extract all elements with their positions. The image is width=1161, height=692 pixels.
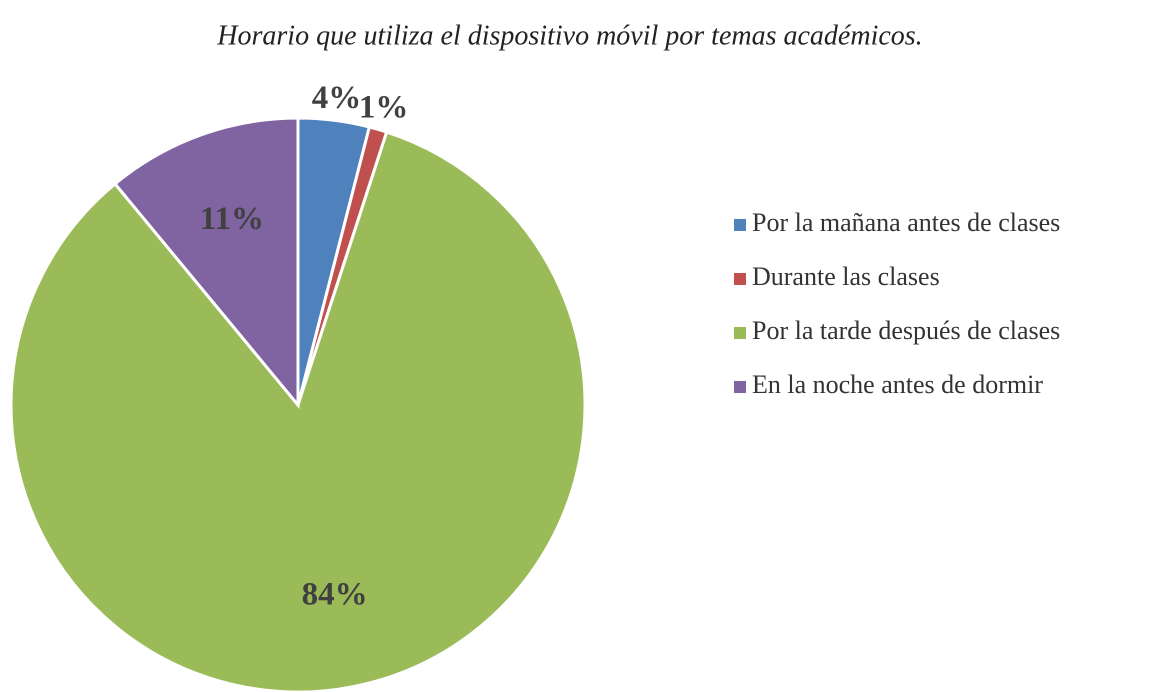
legend-swatch [734,273,746,285]
legend-swatch [734,219,746,231]
legend-label: Por la mañana antes de clases [752,208,1060,237]
legend-label: Por la tarde después de clases [752,316,1060,345]
legend-label: En la noche antes de dormir [752,370,1043,399]
legend-swatch [734,381,746,393]
legend-label: Durante las clases [752,262,940,291]
data-label: 84% [302,576,368,612]
data-label: 11% [200,201,264,237]
chart-title: Horario que utiliza el dispositivo móvil… [216,20,922,51]
data-label: 1% [359,90,409,126]
data-label: 4% [312,80,362,116]
pie-slice [9,130,587,692]
legend-swatch [734,327,746,339]
pie-slice [112,116,300,410]
